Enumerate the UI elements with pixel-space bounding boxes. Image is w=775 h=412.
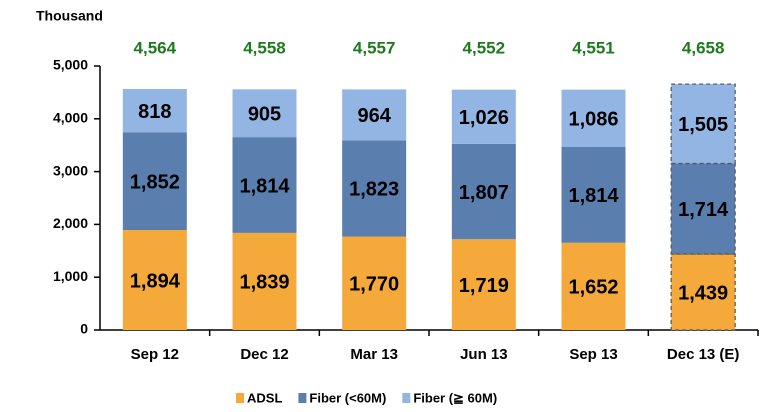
x-tick-label: Jun 13 [460,346,508,363]
bar-value-label: 1,439 [678,282,728,304]
bar-segment [342,140,407,237]
bar-segment [451,89,516,144]
y-axis-label: Thousand [36,8,103,24]
bar-segment [342,89,407,141]
bar-value-label: 1,714 [678,199,729,221]
bar-segment [451,239,516,330]
legend-swatch [298,393,307,403]
total-label: 4,551 [572,38,615,57]
legend-label: Fiber (<60M) [309,390,386,405]
total-label: 4,552 [463,38,506,57]
bar-segment [122,132,187,230]
y-tick-label: 4,000 [53,110,88,126]
bar-value-label: 1,505 [678,114,728,136]
bar-value-label: 905 [248,104,281,126]
bar-value-label: 964 [357,105,391,127]
y-tick-label: 1,000 [53,268,88,284]
bar-value-label: 1,770 [349,274,399,296]
bar-segment [232,232,297,330]
bar-segment [232,89,297,138]
bar-value-label: 1,852 [130,171,180,193]
total-label: 4,564 [134,38,177,57]
bar-value-label: 1,814 [239,175,290,197]
bar-value-label: 1,839 [239,272,289,294]
y-tick-label: 2,000 [53,215,88,231]
bar-value-label: 1,814 [568,185,619,207]
bar-segment [561,146,626,243]
bar-segment [342,236,407,330]
bar-value-label: 1,026 [459,107,509,129]
legend-label: ADSL [247,390,282,405]
total-label: 4,658 [682,38,725,57]
bar-segment [451,143,516,240]
bar-value-label: 818 [138,101,171,123]
bar-segment [561,242,626,330]
y-tick-label: 0 [80,321,88,337]
x-tick-label: Dec 12 [240,346,288,363]
bar-segment [122,89,187,133]
bar-value-label: 1,823 [349,179,399,201]
bar-value-label: 1,719 [459,275,509,297]
x-tick-label: Sep 12 [131,346,179,363]
total-label: 4,558 [243,38,286,57]
bar-segment [670,162,736,255]
y-tick-label: 3,000 [53,162,88,178]
legend-swatch [402,393,411,403]
bar-value-label: 1,086 [568,109,618,131]
legend-swatch [236,393,244,403]
bar-value-label: 1,894 [130,270,181,292]
total-label: 4,557 [353,38,396,57]
x-tick-label: Sep 13 [569,346,617,363]
bar-segment [232,137,297,233]
bar-segment [122,229,187,330]
x-tick-label: Dec 13 (E) [667,346,740,363]
bar-segment [670,253,736,331]
bar-segment [670,83,736,165]
y-tick-label: 5,000 [53,57,88,73]
bar-value-label: 1,652 [568,277,618,299]
x-tick-label: Mar 13 [350,346,398,363]
legend-label: Fiber (≧ 60M) [413,390,497,405]
bar-value-label: 1,807 [459,182,509,204]
bar-segment [561,89,626,147]
